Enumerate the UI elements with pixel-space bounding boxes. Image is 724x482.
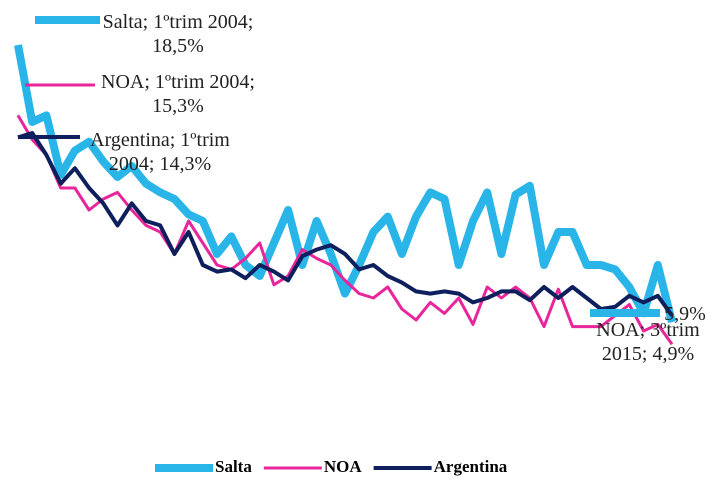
data-label: Argentina; 1ºtrim 2004; 14,3% bbox=[90, 129, 230, 175]
series-line bbox=[14, 44, 676, 324]
legend-label: Argentina bbox=[434, 457, 508, 476]
data-label: NOA; 1ºtrim 2004; 15,3% bbox=[101, 71, 255, 117]
series-line bbox=[16, 114, 674, 346]
legend-label: Salta bbox=[215, 457, 252, 476]
series-line bbox=[17, 131, 674, 317]
data-label: Salta; 1ºtrim 2004; 18,5% bbox=[102, 11, 254, 57]
legend-label: NOA bbox=[324, 457, 363, 476]
data-label: NOA; 3ºtrim 2015; 4,9% bbox=[596, 319, 700, 365]
data-label: 5,9% bbox=[664, 303, 706, 325]
